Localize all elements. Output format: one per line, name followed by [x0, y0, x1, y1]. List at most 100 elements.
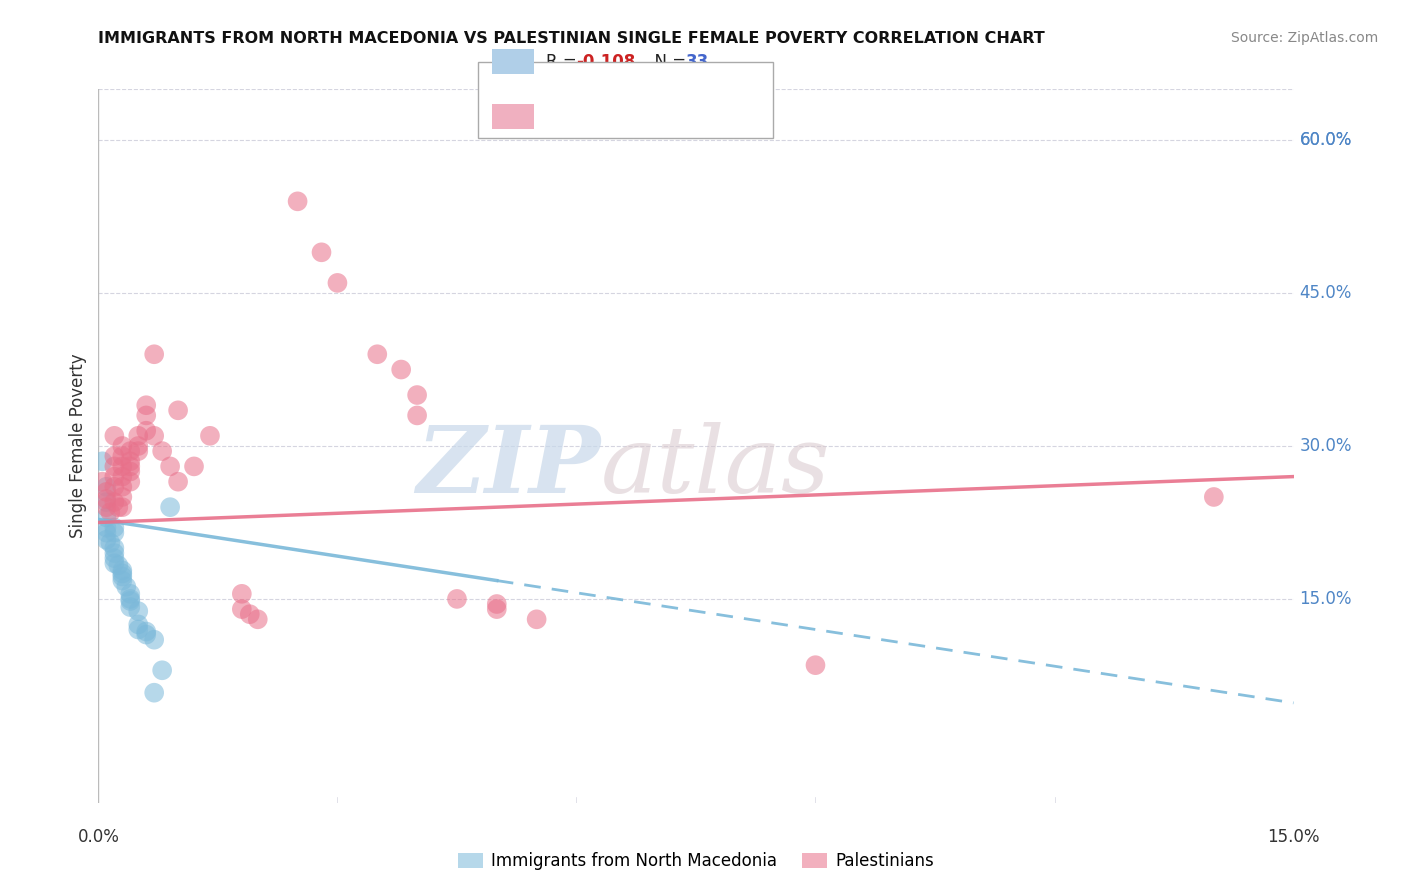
Point: [406, 388, 429, 402]
Point: [406, 409, 429, 423]
Point: [127, 617, 149, 632]
Point: [135, 424, 157, 438]
Text: N =: N =: [644, 108, 692, 126]
Text: IMMIGRANTS FROM NORTH MACEDONIA VS PALESTINIAN SINGLE FEMALE POVERTY CORRELATION: IMMIGRANTS FROM NORTH MACEDONIA VS PALES…: [98, 31, 1045, 46]
Point: [526, 612, 548, 626]
Point: [91, 454, 114, 468]
Point: [111, 500, 134, 515]
Point: [120, 475, 142, 489]
Point: [111, 563, 134, 577]
Point: [366, 347, 388, 361]
Text: -0.108: -0.108: [576, 53, 636, 70]
Point: [183, 459, 205, 474]
Text: 60.0%: 60.0%: [1299, 131, 1353, 149]
Point: [1202, 490, 1225, 504]
Text: N =: N =: [644, 53, 692, 70]
Point: [239, 607, 262, 622]
Text: 15.0%: 15.0%: [1299, 590, 1353, 608]
Point: [127, 429, 149, 443]
Point: [111, 439, 134, 453]
Point: [120, 444, 142, 458]
Point: [98, 505, 122, 519]
Point: [120, 465, 142, 479]
Point: [103, 551, 125, 566]
Point: [120, 587, 142, 601]
Point: [96, 510, 118, 524]
Point: [103, 541, 125, 555]
Point: [111, 459, 134, 474]
Point: [103, 469, 125, 483]
Point: [246, 612, 269, 626]
Point: [103, 495, 125, 509]
Point: [143, 686, 166, 700]
Point: [98, 536, 122, 550]
Point: [96, 500, 118, 515]
Point: [103, 525, 125, 540]
Text: 45.0%: 45.0%: [1299, 284, 1353, 302]
Point: [115, 580, 138, 594]
Text: 33: 33: [686, 53, 710, 70]
Text: 30.0%: 30.0%: [1299, 437, 1353, 455]
Point: [167, 475, 190, 489]
Point: [485, 597, 508, 611]
Point: [446, 591, 468, 606]
Text: 15.0%: 15.0%: [1267, 829, 1320, 847]
Point: [135, 627, 157, 641]
Point: [231, 602, 253, 616]
Point: [120, 591, 142, 606]
Point: [127, 444, 149, 458]
Y-axis label: Single Female Poverty: Single Female Poverty: [69, 354, 87, 538]
Point: [143, 632, 166, 647]
Point: [143, 347, 166, 361]
Point: [107, 500, 129, 515]
Text: 0.0%: 0.0%: [77, 829, 120, 847]
Point: [111, 566, 134, 581]
Point: [96, 533, 118, 547]
Text: atlas: atlas: [600, 423, 830, 512]
Point: [107, 558, 129, 573]
Point: [127, 604, 149, 618]
Point: [120, 594, 142, 608]
Point: [96, 484, 118, 499]
Point: [135, 624, 157, 639]
Point: [96, 520, 118, 534]
Point: [91, 475, 114, 489]
Point: [167, 403, 190, 417]
Point: [135, 398, 157, 412]
Point: [111, 480, 134, 494]
Text: R =: R =: [546, 53, 582, 70]
Text: 60.0%: 60.0%: [1299, 131, 1353, 149]
Text: 55: 55: [686, 108, 709, 126]
Point: [143, 429, 166, 443]
Text: 0.034: 0.034: [576, 108, 628, 126]
Point: [111, 490, 134, 504]
Point: [96, 525, 118, 540]
Point: [159, 500, 181, 515]
Point: [96, 491, 118, 506]
Text: R =: R =: [546, 108, 582, 126]
Point: [311, 245, 333, 260]
Point: [287, 194, 309, 209]
Point: [120, 454, 142, 468]
Point: [389, 362, 412, 376]
Point: [103, 480, 125, 494]
Point: [111, 574, 134, 588]
Point: [120, 459, 142, 474]
Point: [231, 587, 253, 601]
Point: [150, 444, 173, 458]
Point: [103, 520, 125, 534]
Point: [127, 623, 149, 637]
Text: Source: ZipAtlas.com: Source: ZipAtlas.com: [1230, 31, 1378, 45]
Point: [159, 459, 181, 474]
Point: [150, 663, 173, 677]
Point: [135, 409, 157, 423]
Point: [485, 602, 508, 616]
Point: [804, 658, 827, 673]
Point: [111, 569, 134, 583]
Point: [120, 600, 142, 615]
Point: [96, 480, 118, 494]
Point: [198, 429, 221, 443]
Point: [103, 429, 125, 443]
Legend: Immigrants from North Macedonia, Palestinians: Immigrants from North Macedonia, Palesti…: [451, 846, 941, 877]
Point: [103, 459, 125, 474]
